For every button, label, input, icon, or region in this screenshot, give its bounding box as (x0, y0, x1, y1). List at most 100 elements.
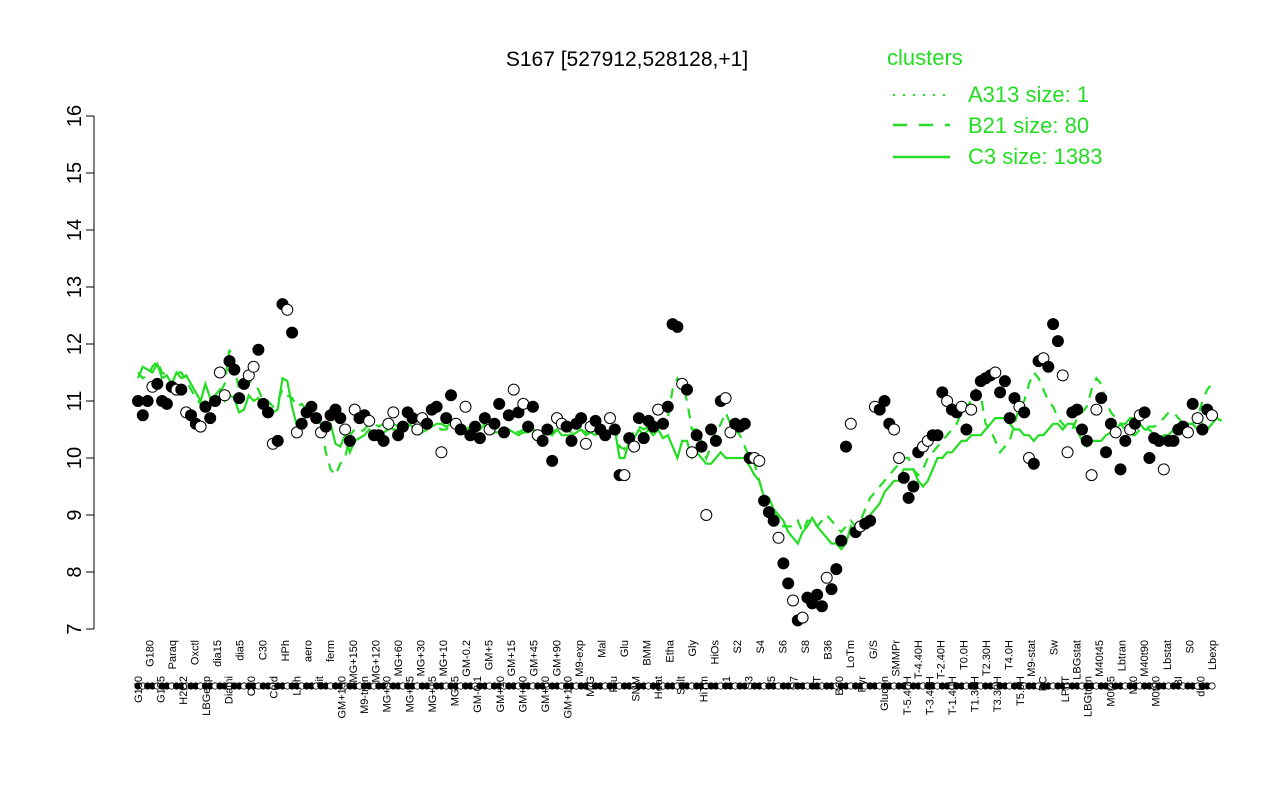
data-point (1191, 412, 1204, 425)
x-tick-label: B60 (834, 676, 846, 696)
data-point (1114, 463, 1127, 476)
data-point (252, 343, 265, 356)
data-point (767, 514, 780, 527)
data-point (965, 403, 978, 416)
data-point (141, 395, 154, 407)
data-point (844, 417, 857, 430)
data-point (695, 440, 708, 453)
x-tick-label: S4 (755, 640, 767, 653)
x-tick-label: MG+45 (404, 676, 416, 712)
x-tick-label: GM+120 (563, 676, 575, 719)
data-point (526, 400, 539, 413)
legend-label-b21: B21 size: 80 (968, 113, 1089, 138)
x-tick-label: Gly (687, 640, 699, 657)
x-tick-label: LBGstat (1071, 640, 1083, 680)
y-tick-label: 14 (64, 219, 86, 241)
x-tick-label: GM+5 (484, 640, 496, 670)
data-point (1090, 403, 1103, 416)
x-tick-label: Diami (223, 676, 235, 704)
x-tick-label: GM+150 (337, 676, 349, 719)
data-point (864, 514, 877, 527)
x-tick-label: H2O2 (178, 676, 190, 705)
x-tick-label: dia0 (1196, 676, 1208, 697)
data-point (175, 383, 188, 396)
data-point (787, 594, 799, 607)
data-point (1080, 434, 1093, 447)
x-tick-label: dia15 (212, 640, 224, 667)
y-tick-label: 15 (64, 162, 86, 184)
data-point (637, 432, 650, 445)
data-point (136, 409, 149, 422)
x-tick-label: T-3.40H (924, 676, 936, 715)
x-tick-label: dia5 (235, 640, 247, 661)
x-tick-label: Lbexp (1207, 640, 1219, 670)
data-point (1051, 335, 1064, 348)
data-point (199, 400, 212, 413)
x-tick-label: BI (1173, 676, 1185, 686)
x-tick-label: T5.0H (1015, 676, 1027, 706)
data-point (1047, 318, 1060, 331)
data-points (132, 298, 1218, 627)
data-point (396, 420, 409, 433)
data-point (897, 471, 910, 484)
data-point (507, 383, 520, 396)
x-tick-label: S3 (744, 676, 756, 689)
x-tick-label: G180 (144, 640, 156, 667)
y-tick-label: 12 (64, 333, 86, 355)
x-tick-label: M0t90 (1151, 676, 1163, 707)
data-point (295, 417, 308, 430)
x-tick-label: ferm (325, 640, 337, 662)
x-tick-label: S6 (777, 640, 789, 653)
x-tick-label: GM+30 (517, 676, 529, 712)
y-tick-label: 11 (64, 391, 86, 412)
x-tick-label: S7 (789, 676, 801, 689)
x-tick-label: B36 (823, 640, 835, 660)
x-tick-label: M40t45 (1094, 640, 1106, 677)
data-point (319, 420, 332, 433)
data-point (738, 417, 751, 430)
data-point (1061, 446, 1074, 459)
cluster-c3-line (136, 361, 1223, 551)
x-tick-label: nit (314, 676, 326, 688)
data-point (758, 494, 771, 507)
data-point (878, 395, 891, 407)
data-point (777, 557, 790, 570)
x-tick-label: Mt0 (1128, 676, 1140, 694)
x-tick-label: MG+90 (382, 676, 394, 712)
x-tick-label: Etha (664, 639, 676, 663)
data-point (998, 375, 1011, 388)
x-tick-label: T3.30H (992, 676, 1004, 712)
data-point (262, 406, 274, 419)
x-tick-label: M9-tran (359, 676, 371, 714)
data-point (430, 400, 443, 413)
data-point (478, 412, 491, 425)
data-point (1003, 412, 1016, 425)
x-tick-label: MG+60 (393, 640, 405, 676)
data-point (888, 423, 901, 436)
x-rug-point (1208, 682, 1216, 690)
data-point (604, 412, 616, 425)
data-point (700, 509, 713, 521)
data-point (970, 389, 982, 402)
data-point (772, 531, 785, 544)
x-tick-label: T2.30H (981, 640, 993, 676)
data-point (661, 400, 674, 413)
data-point (228, 363, 241, 376)
data-point (387, 406, 400, 419)
data-point (1206, 409, 1218, 422)
data-point (339, 423, 352, 436)
x-tick-label: M/G (585, 676, 597, 697)
data-point (305, 400, 318, 413)
data-point (363, 414, 376, 427)
x-tick-label: M0t45 (1105, 676, 1117, 707)
y-tick-label: 9 (64, 509, 86, 520)
data-point (541, 423, 554, 436)
data-point (1167, 434, 1180, 447)
data-point (835, 534, 848, 547)
x-tick-label: LPh (291, 676, 303, 696)
data-point (820, 571, 833, 584)
data-point (421, 417, 433, 430)
x-tick-label: LPhT (1060, 676, 1072, 703)
x-tick-label: S5 (766, 676, 778, 689)
